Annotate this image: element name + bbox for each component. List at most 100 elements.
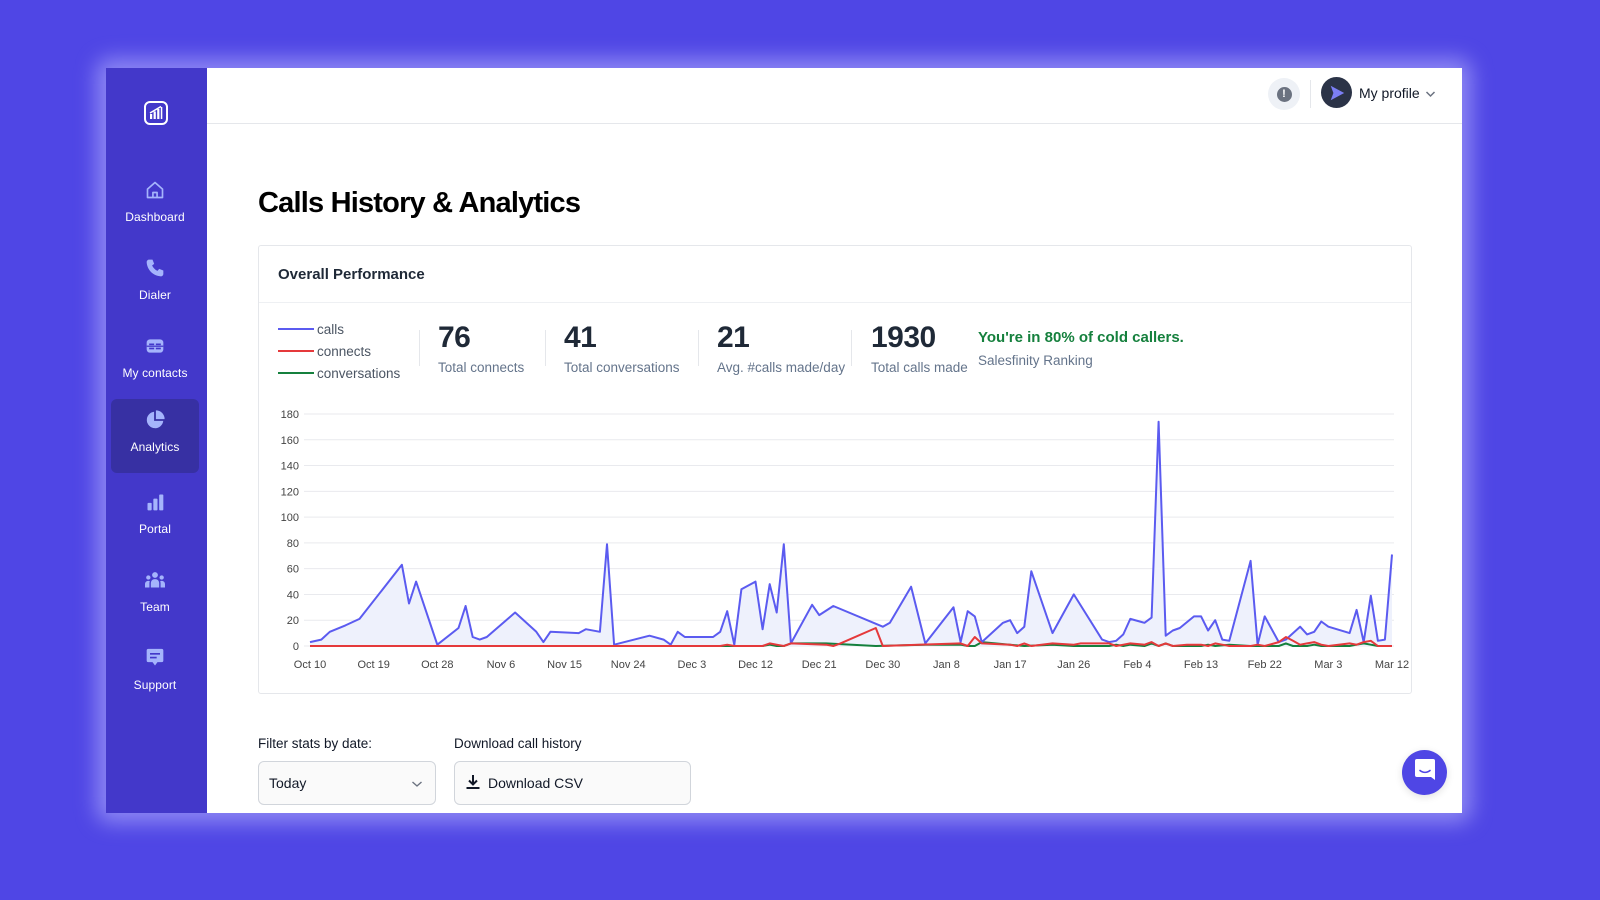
svg-text:0: 0 [293,641,299,653]
app-window: Dashboard Dialer My contacts Analytics P [106,68,1462,813]
legend-label: calls [317,321,345,337]
sidebar-item-label: Dashboard [125,210,185,224]
sidebar-item-analytics[interactable]: Analytics [111,399,199,473]
stat-caption: Total conversations [564,360,680,375]
svg-text:Jan 26: Jan 26 [1057,659,1090,671]
stat-value: 1930 [871,321,936,354]
chevron-down-icon [1425,85,1436,103]
stat-total-conversations: 41 Total conversations [564,321,680,376]
svg-text:Feb 22: Feb 22 [1248,659,1282,671]
svg-text:Jan 8: Jan 8 [933,659,960,671]
ranking: You're in 80% of cold callers. Salesfini… [978,329,1184,368]
sidebar-item-dialer[interactable]: Dialer [111,247,199,321]
download-label: Download call history [454,736,582,751]
svg-text:Nov 24: Nov 24 [611,659,646,671]
card-title: Overall Performance [259,246,1411,303]
date-filter-label: Filter stats by date: [258,736,373,751]
sidebar-item-support[interactable]: Support [111,637,199,711]
svg-text:Dec 3: Dec 3 [678,659,707,671]
svg-text:80: 80 [287,538,299,550]
legend-swatch [278,328,314,330]
sidebar-item-label: Dialer [139,288,171,302]
ranking-message: You're in 80% of cold callers. [978,329,1184,346]
legend-label: connects [317,343,372,359]
chat-icon [144,647,166,669]
sidebar-item-my-contacts[interactable]: My contacts [111,325,199,399]
svg-text:Oct 10: Oct 10 [294,659,326,671]
date-filter-group: Filter stats by date: Today [258,736,436,805]
stat-avg-calls-per-day: 21 Avg. #calls made/day [717,321,845,376]
divider [698,330,699,366]
date-filter-value: Today [269,775,307,791]
divider [1310,80,1311,108]
stat-value: 76 [438,321,471,354]
svg-text:120: 120 [281,486,299,498]
date-filter-select[interactable]: Today [258,761,436,805]
sidebar-item-label: Support [133,678,177,692]
bar-chart-icon [144,491,166,513]
home-icon [144,179,166,201]
stat-caption: Total calls made [871,360,968,375]
svg-text:Mar 12: Mar 12 [1375,659,1409,671]
team-icon [144,569,166,591]
stat-value: 41 [564,321,597,354]
svg-text:Oct 19: Oct 19 [357,659,389,671]
svg-text:Nov 15: Nov 15 [547,659,582,671]
avatar [1321,77,1352,108]
overall-performance-card: Overall Performance calls connects conve… [258,245,1412,694]
chevron-down-icon [411,775,423,791]
alert-icon: ! [1276,86,1292,102]
svg-text:Jan 17: Jan 17 [994,659,1027,671]
profile-label: My profile [1359,84,1420,101]
download-csv-button[interactable]: Download CSV [454,761,691,805]
stat-total-connects: 76 Total connects [438,321,525,376]
legend-swatch [278,350,314,352]
legend-swatch [278,372,314,374]
download-group: Download call history Download CSV [454,736,691,805]
pie-chart-icon [144,409,166,431]
download-icon [465,774,481,793]
profile-menu[interactable]: My profile [1321,77,1436,108]
svg-text:Dec 30: Dec 30 [865,659,900,671]
chat-launcher-button[interactable] [1402,750,1447,795]
svg-text:Oct 28: Oct 28 [421,659,453,671]
salesfinity-logo-icon[interactable] [144,101,168,125]
sidebar: Dashboard Dialer My contacts Analytics P [106,68,207,813]
ranking-subtitle: Salesfinity Ranking [978,353,1093,368]
legend-item-conversations[interactable]: conversations [278,362,400,384]
svg-text:180: 180 [281,409,299,421]
legend-item-calls[interactable]: calls [278,318,400,340]
legend-item-connects[interactable]: connects [278,340,400,362]
sidebar-item-team[interactable]: Team [111,559,199,633]
divider [419,330,420,366]
phone-icon [144,257,166,279]
chart-legend: calls connects conversations [278,318,400,384]
top-bar: ! My profile [207,68,1462,124]
svg-text:20: 20 [287,615,299,627]
page-title: Calls History & Analytics [258,187,581,219]
sidebar-item-portal[interactable]: Portal [111,481,199,555]
download-csv-label: Download CSV [488,775,583,791]
stat-caption: Total connects [438,360,525,375]
stat-total-calls: 1930 Total calls made [871,321,968,376]
svg-text:140: 140 [281,461,299,473]
calls-line-chart[interactable]: 0 20 40 60 80 100 120 140 160 180 Oct 10 Oct 19 Oct … [259,246,1413,695]
sidebar-item-dashboard[interactable]: Dashboard [111,169,199,243]
sidebar-item-label: Team [140,600,170,614]
svg-text:60: 60 [287,564,299,576]
svg-text:Nov 6: Nov 6 [487,659,516,671]
svg-text:Dec 12: Dec 12 [738,659,773,671]
svg-text:160: 160 [281,435,299,447]
stat-value: 21 [717,321,750,354]
svg-text:40: 40 [287,589,299,601]
chat-bubble-icon [1414,758,1436,787]
legend-label: conversations [317,365,401,381]
sidebar-item-label: Analytics [130,440,180,454]
svg-text:Dec 21: Dec 21 [802,659,837,671]
sidebar-item-label: My contacts [122,366,188,380]
divider [545,330,546,366]
notifications-button[interactable]: ! [1268,78,1300,110]
svg-text:100: 100 [281,512,299,524]
svg-text:Feb 4: Feb 4 [1123,659,1151,671]
sidebar-item-label: Portal [139,522,171,536]
